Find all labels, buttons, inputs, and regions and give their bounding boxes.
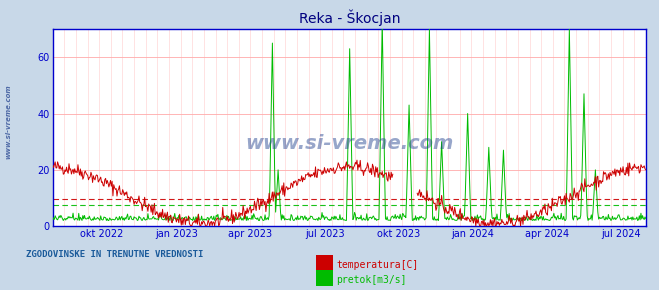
Text: pretok[m3/s]: pretok[m3/s]: [336, 275, 407, 285]
Text: ZGODOVINSKE IN TRENUTNE VREDNOSTI: ZGODOVINSKE IN TRENUTNE VREDNOSTI: [26, 250, 204, 259]
Text: temperatura[C]: temperatura[C]: [336, 260, 418, 270]
Text: www.si-vreme.com: www.si-vreme.com: [245, 134, 453, 153]
Text: www.si-vreme.com: www.si-vreme.com: [5, 84, 11, 159]
Title: Reka - Škocjan: Reka - Škocjan: [299, 10, 400, 26]
